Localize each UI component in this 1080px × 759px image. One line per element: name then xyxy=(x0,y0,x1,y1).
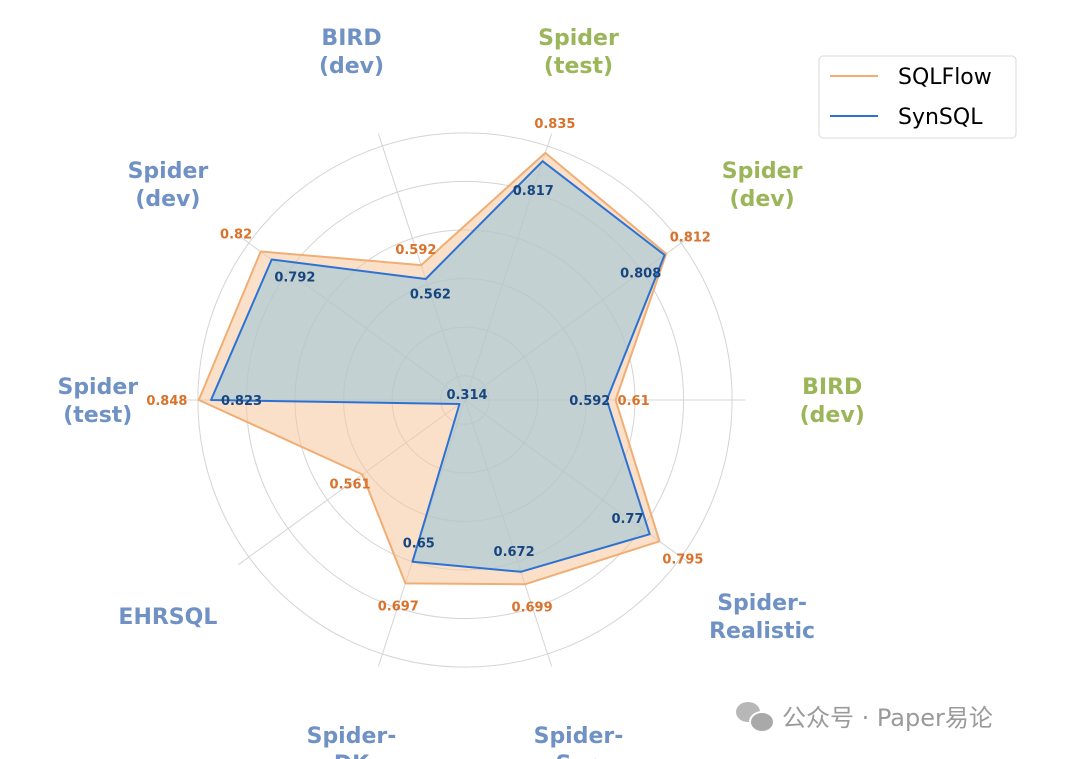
axis-label: (dev) xyxy=(319,54,384,79)
axis-label: Realistic xyxy=(709,619,815,644)
watermark-text: 公众号 · Paper易论 xyxy=(782,704,993,732)
data-label-sqlflow: 0.795 xyxy=(662,552,703,567)
data-label-synsql: 0.562 xyxy=(410,288,451,303)
label-layer: BIRD (dev) Spider- Realistic Spider- Syn Spide… xyxy=(57,26,864,759)
axis-label: Spider xyxy=(128,159,209,184)
data-label-synsql: 0.592 xyxy=(569,394,610,409)
data-label-sqlflow: 0.835 xyxy=(534,117,575,132)
axis-label: BIRD xyxy=(802,375,862,400)
axis-label: Spider xyxy=(538,26,619,51)
axis-label: Spider- xyxy=(534,724,624,749)
data-label-sqlflow: 0.592 xyxy=(395,243,436,258)
data-label-sqlflow: 0.812 xyxy=(670,230,711,245)
series-area-synsql xyxy=(210,160,666,573)
legend: SQLFlow SynSQL xyxy=(818,55,1017,139)
axis-label: EHRSQL xyxy=(118,605,217,630)
data-label-sqlflow: 0.699 xyxy=(512,600,553,615)
axis-label: (test) xyxy=(63,403,132,428)
data-label-sqlflow: 0.697 xyxy=(378,599,419,614)
data-label-synsql: 0.65 xyxy=(403,536,435,551)
watermark: 公众号 · Paper易论 xyxy=(736,698,993,733)
axis-label: (test) xyxy=(544,54,613,79)
axis-label: Spider xyxy=(57,375,138,400)
axis-label: Spider- xyxy=(717,591,807,616)
axis-label: Spider xyxy=(722,159,803,184)
axis-label: (dev) xyxy=(800,403,865,428)
data-label-sqlflow: 0.848 xyxy=(146,394,187,409)
data-label-sqlflow: 0.82 xyxy=(220,228,252,243)
data-label-synsql: 0.817 xyxy=(513,184,554,199)
axis-label: (dev) xyxy=(730,187,795,212)
series-layer xyxy=(197,151,668,586)
data-label-synsql: 0.314 xyxy=(446,388,487,403)
axis-label: (dev) xyxy=(135,187,200,212)
data-label-synsql: 0.808 xyxy=(620,266,661,281)
axis-label: DK xyxy=(334,752,370,759)
data-label-sqlflow: 0.561 xyxy=(330,478,371,493)
axis-label: Syn xyxy=(556,752,602,759)
data-label-synsql: 0.672 xyxy=(494,545,535,560)
wechat-icon xyxy=(736,700,775,733)
data-label-synsql: 0.792 xyxy=(274,270,315,285)
data-label-synsql: 0.823 xyxy=(221,394,262,409)
legend-label-sqlflow: SQLFlow xyxy=(898,65,992,90)
axis-label: BIRD xyxy=(321,26,381,51)
data-label-synsql: 0.77 xyxy=(611,512,643,527)
axis-label: Spider- xyxy=(307,724,397,749)
legend-label-synsql: SynSQL xyxy=(898,105,983,130)
data-label-sqlflow: 0.61 xyxy=(618,394,650,409)
